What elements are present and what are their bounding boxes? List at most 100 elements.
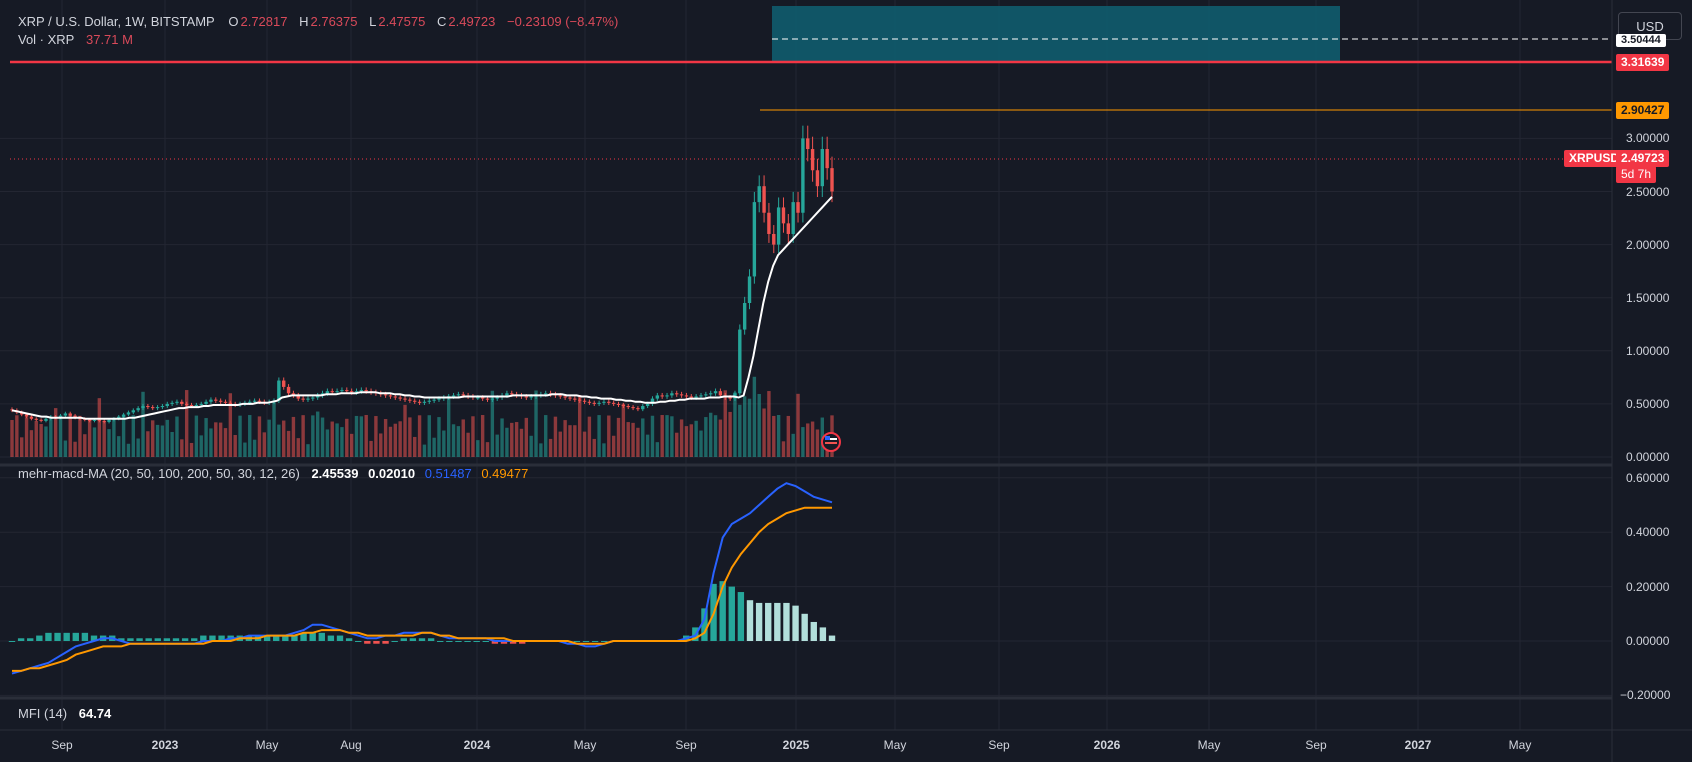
volume-bar xyxy=(286,430,291,457)
macd-indicator-name[interactable]: mehr-macd-MA (20, 50, 100, 200, 50, 30, … xyxy=(18,466,300,481)
mfi-indicator-name[interactable]: MFI (14) xyxy=(18,706,68,721)
candle-body xyxy=(228,402,233,404)
volume-bar xyxy=(519,428,524,457)
volume-bar xyxy=(704,417,708,457)
candle-body xyxy=(767,212,771,234)
volume-bar xyxy=(752,376,757,457)
time-tick-label: Sep xyxy=(51,738,73,752)
candle-body xyxy=(403,398,407,400)
volume-bar xyxy=(53,408,58,457)
volume-bar xyxy=(563,420,567,457)
volume-bar xyxy=(621,403,626,457)
macd-histogram-bar xyxy=(309,632,316,641)
macd-histogram-bar xyxy=(783,602,790,641)
volume-bar xyxy=(422,444,427,457)
volume-bar xyxy=(742,396,747,457)
candle-body xyxy=(63,413,68,416)
close-value: 2.49723 xyxy=(448,14,496,29)
macd-histogram xyxy=(8,581,836,644)
volume-bar xyxy=(684,426,689,457)
volume-bar xyxy=(665,415,669,457)
macd-histogram-bar xyxy=(801,613,808,641)
macd-histogram-bar xyxy=(500,641,508,644)
candle-body xyxy=(388,395,393,397)
candle-body xyxy=(713,391,718,394)
volume-bar xyxy=(238,415,242,457)
macd-histogram-bar xyxy=(437,641,444,642)
candle-body xyxy=(286,386,291,394)
macd-histogram-bar xyxy=(181,638,189,641)
volume-label[interactable]: Vol · XRP xyxy=(18,32,75,47)
time-tick-label: 2024 xyxy=(463,738,491,752)
macd-histogram-bar xyxy=(81,632,89,641)
candle-body xyxy=(437,398,441,400)
volume-bar xyxy=(388,426,393,457)
time-tick-label: 2025 xyxy=(782,738,810,752)
candle-body xyxy=(587,401,592,403)
volume-bar xyxy=(776,415,781,457)
price-tick-label: 0.50000 xyxy=(1626,396,1670,411)
candle-body xyxy=(257,400,262,402)
candle-body xyxy=(641,406,645,410)
macd-histogram-bar xyxy=(72,632,79,641)
time-tick-label: 2027 xyxy=(1404,738,1432,752)
macd-histogram-bar xyxy=(345,638,353,641)
macd-histogram-bar xyxy=(63,632,70,641)
price-legend: XRP / U.S. Dollar, 1W, BITSTAMP O 2.72817… xyxy=(18,14,619,29)
candle-body xyxy=(209,399,213,402)
zone-price-tag: 3.50444 xyxy=(1616,34,1666,47)
volume-bar xyxy=(214,422,218,457)
candle-body xyxy=(92,419,97,421)
volume-bar xyxy=(87,418,92,457)
volume-bar xyxy=(626,422,630,457)
volume-bar xyxy=(393,423,398,457)
macd-histogram-bar xyxy=(8,641,16,642)
macd-histogram-bar xyxy=(127,638,134,641)
volume-bar xyxy=(228,393,233,457)
volume-bar xyxy=(767,391,771,457)
volume-bar xyxy=(272,400,276,457)
volume-bar xyxy=(733,392,737,457)
volume-bar xyxy=(408,417,412,457)
macd-histogram-bar xyxy=(163,638,171,641)
volume-bar xyxy=(534,390,538,457)
volume-bar xyxy=(345,418,349,457)
macd-histogram-bar xyxy=(154,638,161,641)
candle-body xyxy=(573,398,577,400)
macd-tick-label: 0.00000 xyxy=(1626,634,1670,648)
macd-histogram-bar xyxy=(427,638,435,641)
volume-bar xyxy=(315,411,320,457)
candle-body xyxy=(291,393,296,396)
volume-bar xyxy=(262,432,267,457)
macd-histogram-bar xyxy=(218,635,225,641)
macd-histogram-bar xyxy=(327,635,335,641)
candle-body xyxy=(417,401,422,403)
volume-bar xyxy=(112,417,116,457)
candle-body xyxy=(752,202,757,277)
candle-body xyxy=(810,149,815,171)
candle-body xyxy=(830,168,834,192)
candle-body xyxy=(650,398,655,404)
candle-body xyxy=(175,401,179,403)
candle-body xyxy=(495,397,499,399)
volume-bar xyxy=(151,420,155,457)
volume-bar xyxy=(476,440,480,457)
macd-histogram-bar xyxy=(573,641,581,642)
volume-bar xyxy=(417,415,422,457)
volume-bar xyxy=(650,415,655,457)
candle-body xyxy=(252,400,257,402)
symbol-title[interactable]: XRP / U.S. Dollar, 1W, BITSTAMP xyxy=(18,14,215,29)
candle-body xyxy=(413,400,417,402)
volume-bar xyxy=(243,442,247,457)
macd-tick-label: 0.20000 xyxy=(1626,579,1670,594)
volume-bar xyxy=(679,419,684,457)
time-tick-label: May xyxy=(883,738,907,752)
volume-bar xyxy=(587,416,592,457)
candle-body xyxy=(742,303,747,330)
volume-bar xyxy=(772,415,776,457)
volume-bar xyxy=(160,425,165,457)
macd-histogram-bar xyxy=(591,641,599,642)
candle-body xyxy=(34,418,38,420)
flag-icon[interactable] xyxy=(821,432,841,452)
